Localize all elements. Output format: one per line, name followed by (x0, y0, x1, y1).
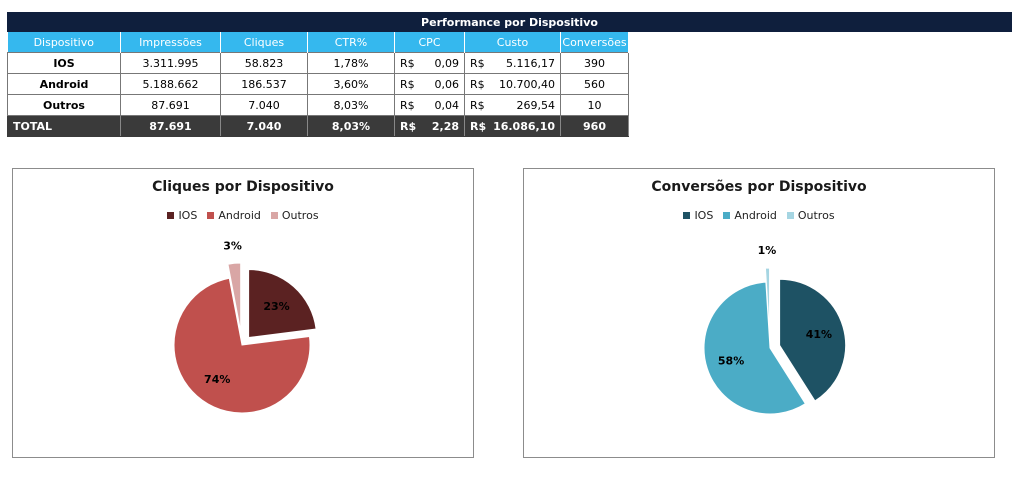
header-cpc: CPC (394, 32, 465, 53)
cost-currency: R$ (470, 77, 485, 91)
conversions-pie-chart: Conversões por Dispositivo IOS Android O… (523, 168, 995, 458)
slice-label: 74% (204, 373, 230, 386)
total-cost: R$ 16.086,10 (464, 115, 561, 137)
cpc-currency: R$ (400, 119, 417, 133)
cell-conversions: 560 (560, 73, 629, 95)
cell-impressions: 5.188.662 (120, 73, 221, 95)
cost-value: 269,54 (516, 98, 556, 112)
slice-android (173, 277, 311, 414)
cell-cost: R$ 5.116,17 (464, 52, 561, 74)
slice-label: 41% (806, 328, 832, 341)
cell-device: Outros (7, 94, 121, 116)
table-row: IOS 3.311.995 58.823 1,78% R$ 0,09 R$ 5.11… (7, 52, 629, 74)
cost-value: 10.700,40 (499, 77, 555, 91)
legend-item-outros: Outros (270, 209, 319, 222)
table-total-row: TOTAL 87.691 7.040 8,03% R$ 2,28 R$ 16.086… (7, 115, 629, 137)
table-row: Outros 87.691 7.040 8,03% R$ 0,04 R$ 269,5… (7, 94, 629, 116)
legend-swatch (270, 212, 278, 219)
total-clicks: 7.040 (220, 115, 308, 137)
legend-label: IOS (694, 209, 714, 222)
cpc-value: 0,04 (434, 98, 460, 112)
cpc-value: 0,09 (434, 56, 460, 70)
cost-currency: R$ (470, 119, 487, 133)
slice-label: 58% (718, 355, 744, 368)
legend-item-outros: Outros (786, 209, 835, 222)
chart-legend: IOS Android Outros (524, 209, 994, 222)
legend-label: IOS (178, 209, 198, 222)
table-title: Performance por Dispositivo (7, 12, 1012, 32)
cost-currency: R$ (470, 98, 485, 112)
cpc-value: 0,06 (434, 77, 460, 91)
cell-impressions: 3.311.995 (120, 52, 221, 74)
legend-item-ios: IOS (167, 209, 197, 222)
chart-title: Conversões por Dispositivo (651, 179, 867, 195)
cell-cpc: R$ 0,09 (394, 52, 465, 74)
cost-value: 16.086,10 (493, 119, 555, 133)
conversions-pie-svg: 41% 58% 1% (703, 244, 847, 415)
legend-swatch (207, 212, 215, 219)
cell-device: Android (7, 73, 121, 95)
total-label: TOTAL (7, 115, 121, 137)
legend-swatch (786, 212, 794, 219)
legend-label: Android (218, 209, 261, 222)
cell-impressions: 87.691 (120, 94, 221, 116)
header-dispositivo: Dispositivo (7, 32, 121, 53)
cell-device: IOS (7, 52, 121, 74)
clicks-pie-svg: 23% 74% 3% (173, 239, 317, 414)
legend-item-android: Android (723, 209, 777, 222)
total-ctr: 8,03% (307, 115, 395, 137)
slice-outros (764, 267, 771, 335)
legend-item-android: Android (207, 209, 261, 222)
cpc-currency: R$ (400, 77, 415, 91)
slice-ios (779, 278, 847, 402)
cost-value: 5.116,17 (506, 56, 555, 70)
total-impressions: 87.691 (120, 115, 221, 137)
cell-clicks: 58.823 (220, 52, 308, 74)
legend-swatch (723, 212, 731, 219)
performance-table: Dispositivo Impressões Cliques CTR% CPC … (7, 32, 629, 137)
slice-ios (248, 268, 317, 339)
total-conversions: 960 (560, 115, 629, 137)
legend-label: Android (734, 209, 777, 222)
cell-cost: R$ 10.700,40 (464, 73, 561, 95)
cell-conversions: 10 (560, 94, 629, 116)
header-impressoes: Impressões (120, 32, 221, 53)
legend-swatch (167, 212, 175, 219)
cell-clicks: 7.040 (220, 94, 308, 116)
cell-ctr: 8,03% (307, 94, 395, 116)
cell-cpc: R$ 0,04 (394, 94, 465, 116)
legend-swatch (683, 212, 691, 219)
legend-item-ios: IOS (683, 209, 713, 222)
chart-title: Cliques por Dispositivo (152, 179, 334, 195)
slice-label: 1% (758, 244, 777, 257)
header-cliques: Cliques (220, 32, 308, 53)
slice-label: 3% (223, 239, 242, 252)
slice-outros (227, 262, 242, 332)
header-custo: Custo (464, 32, 561, 53)
cell-conversions: 390 (560, 52, 629, 74)
legend-label: Outros (281, 209, 319, 222)
cpc-value: 2,28 (431, 119, 459, 133)
header-ctr: CTR% (307, 32, 395, 53)
header-conversoes: Conversões (560, 32, 629, 53)
clicks-pie-chart: Cliques por Dispositivo IOS Android Outr… (12, 168, 474, 458)
legend-label: Outros (797, 209, 835, 222)
cpc-currency: R$ (400, 56, 415, 70)
cell-ctr: 3,60% (307, 73, 395, 95)
cell-clicks: 186.537 (220, 73, 308, 95)
cell-cost: R$ 269,54 (464, 94, 561, 116)
table-row: Android 5.188.662 186.537 3,60% R$ 0,06 R… (7, 73, 629, 95)
chart-legend: IOS Android Outros (13, 209, 473, 222)
cell-cpc: R$ 0,06 (394, 73, 465, 95)
performance-table-container: Performance por Dispositivo Dispositivo … (7, 12, 1012, 137)
table-header-row: Dispositivo Impressões Cliques CTR% CPC … (7, 32, 629, 53)
cost-currency: R$ (470, 56, 485, 70)
total-cpc: R$ 2,28 (394, 115, 465, 137)
slice-android (703, 281, 807, 415)
cpc-currency: R$ (400, 98, 415, 112)
slice-label: 23% (263, 300, 289, 313)
cell-ctr: 1,78% (307, 52, 395, 74)
